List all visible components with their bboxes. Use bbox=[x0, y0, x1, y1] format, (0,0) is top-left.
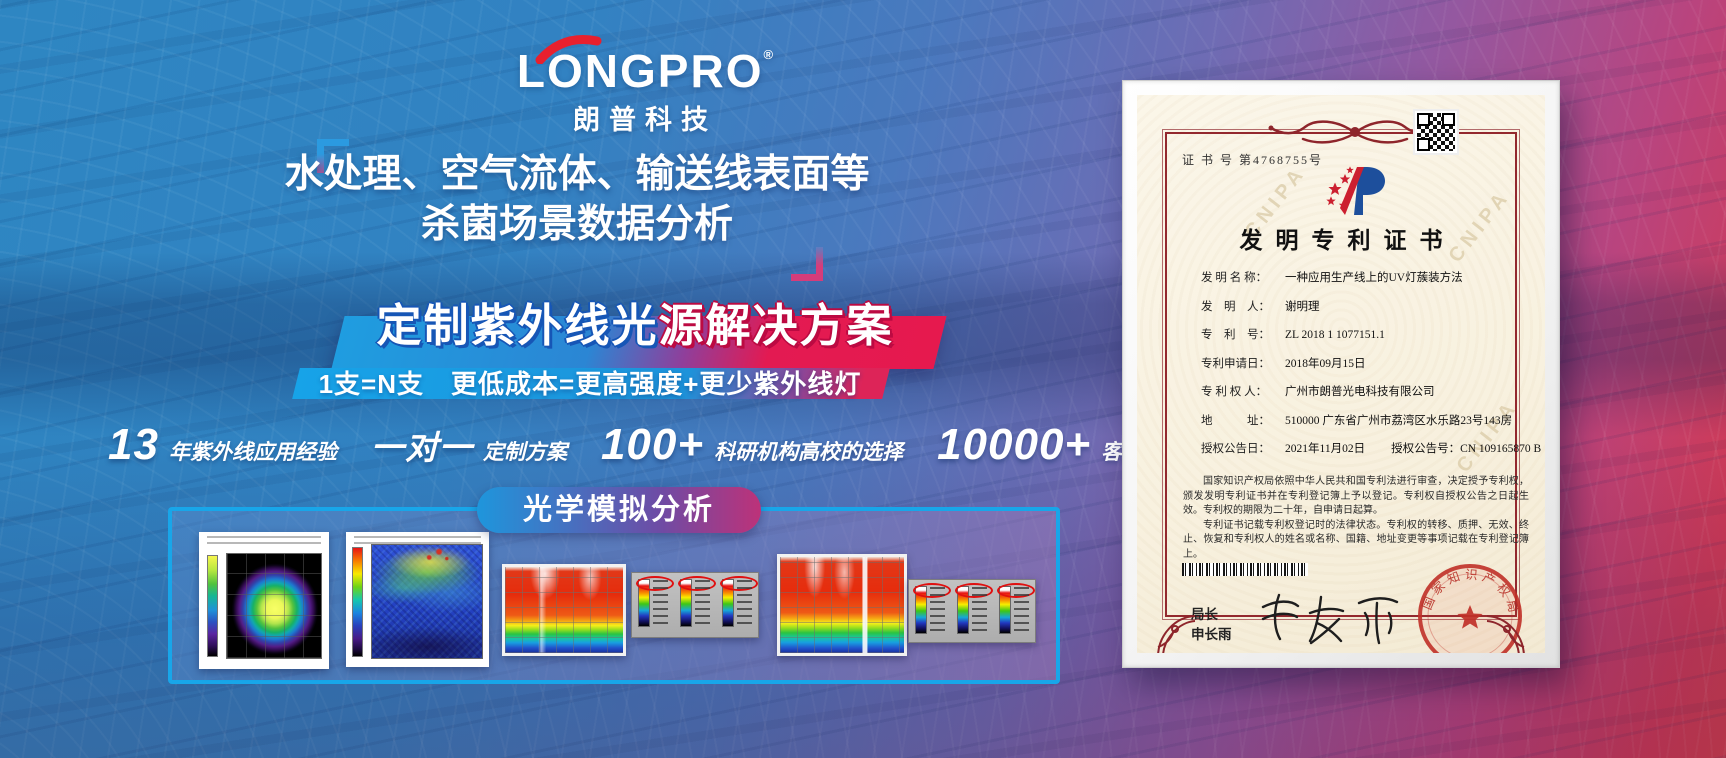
field-grant-row: 授权公告日： 2021年11月02日 授权公告号： CN 109165870 B bbox=[1201, 443, 1542, 455]
field-patentee: 专 利 权 人： 广州市朗普光电科技有限公司 bbox=[1201, 386, 1435, 398]
page-number-note: 第1页(共2页) bbox=[1137, 651, 1545, 653]
legal-paragraph-2: 专利证书记载专利权登记时的法律状态。专利权的转移、质押、无效、终止、恢复和专利权… bbox=[1183, 519, 1529, 560]
cnipa-emblem-icon bbox=[1326, 166, 1385, 215]
contour-plot-area bbox=[226, 553, 322, 659]
certificate-border-outer bbox=[1162, 129, 1520, 620]
field-invention-name: 发 明 名 称： 一种应用生产线上的UV灯蔟装方法 bbox=[1201, 272, 1463, 284]
certificate-fields: 发 明 名 称： 一种应用生产线上的UV灯蔟装方法 发 明 人： 谢明理 专 利 号… bbox=[1201, 271, 1545, 471]
certificate-paper: CNIPA CNIPA CNIPA 证 书 号 第4768755号 bbox=[1137, 95, 1545, 653]
field-application-date: 专利申请日： 2018年09月15日 bbox=[1201, 357, 1366, 370]
director-block: 局长 申长雨 bbox=[1191, 605, 1232, 645]
legal-paragraph-1: 国家知识产权局依照中华人民共和国专利法进行审查，决定授予专利权，颁发发明专利证书… bbox=[1183, 476, 1529, 516]
headline-line1: 水处理、空气流体、输送线表面等 bbox=[284, 153, 870, 196]
plot-title-text bbox=[207, 536, 321, 546]
legend-colorbar bbox=[996, 583, 1035, 634]
plot-title-text bbox=[354, 536, 481, 546]
legend-colorbar bbox=[635, 576, 674, 627]
certificate-number: 证 书 号 第4768755号 bbox=[1182, 153, 1324, 167]
certificate-border-inner bbox=[1165, 132, 1517, 617]
director-title: 局长 bbox=[1191, 607, 1218, 622]
headline-line2: 杀菌场景数据分析 bbox=[420, 203, 733, 246]
stat-one-on-one: 一对一 定制方案 bbox=[370, 429, 567, 466]
simulation-badge: 光学模拟分析 bbox=[477, 487, 761, 533]
legend-colorbar bbox=[912, 583, 951, 634]
scatter-irradiance-map bbox=[346, 532, 489, 667]
brand-name: LONGPRO® bbox=[516, 45, 774, 97]
brand-logo: LONGPRO® 朗普科技 bbox=[455, 30, 835, 137]
headline: 水处理、空气流体、输送线表面等 杀菌场景数据分析 bbox=[277, 150, 877, 250]
stat-institutions: 100+ 科研机构高校的选择 bbox=[600, 420, 904, 469]
field-inventor: 发 明 人： 谢明理 bbox=[1201, 300, 1320, 313]
field-patent-number: 专 利 号： ZL 2018 1 1077151.1 bbox=[1201, 329, 1385, 341]
irradiance-contour-map bbox=[199, 532, 329, 669]
qr-code-icon bbox=[1413, 109, 1459, 155]
brand-name-chinese: 朗普科技 bbox=[573, 105, 717, 135]
colorbar-legend-panel-a bbox=[631, 572, 759, 638]
legend-colorbar bbox=[954, 583, 993, 634]
certificate-title: 发明专利证书 bbox=[1239, 228, 1456, 253]
optical-simulation-panel bbox=[168, 507, 1060, 684]
colorbar bbox=[352, 547, 363, 657]
certificate-legal-text: 国家知识产权局依照中华人民共和国专利法进行审查，决定授予专利权，颁发发明专利证书… bbox=[1183, 475, 1529, 562]
logo-swoosh-icon bbox=[535, 35, 602, 64]
corner-flourish-right bbox=[1486, 615, 1525, 653]
registered-mark: ® bbox=[763, 47, 774, 62]
field-address: 地 址： 510000 广东省广州市荔湾区水乐路23号143房 bbox=[1201, 414, 1513, 427]
legend-colorbar bbox=[677, 576, 716, 627]
patent-certificate-frame: CNIPA CNIPA CNIPA 证 书 号 第4768755号 bbox=[1122, 80, 1560, 668]
surface-heatmap-a bbox=[502, 564, 626, 656]
director-signature-icon bbox=[1261, 593, 1399, 645]
official-red-seal-icon: 国家知识产权局 bbox=[1418, 564, 1522, 653]
quote-close-icon bbox=[791, 247, 823, 281]
corner-flourish-left bbox=[1157, 615, 1196, 653]
director-name: 申长雨 bbox=[1191, 627, 1232, 642]
stats-row: 13 年紫外线应用经验 一对一 定制方案 100+ 科研机构高校的选择 1000… bbox=[108, 420, 1261, 470]
solution-title: 定制紫外线光源解决方案 bbox=[376, 300, 894, 351]
stat-experience: 13 年紫外线应用经验 bbox=[108, 420, 337, 469]
barcode-icon bbox=[1182, 563, 1308, 576]
quote-open-icon bbox=[317, 139, 349, 173]
noise-plot-area bbox=[371, 544, 483, 659]
legend-colorbar bbox=[719, 576, 758, 627]
surface-heatmap-b bbox=[777, 554, 907, 656]
colorbar bbox=[207, 555, 218, 657]
colorbar-legend-panel-b bbox=[908, 579, 1036, 643]
solution-subtitle: 1支=N支 更低成本=更高强度+更少紫外线灯 bbox=[318, 369, 862, 399]
